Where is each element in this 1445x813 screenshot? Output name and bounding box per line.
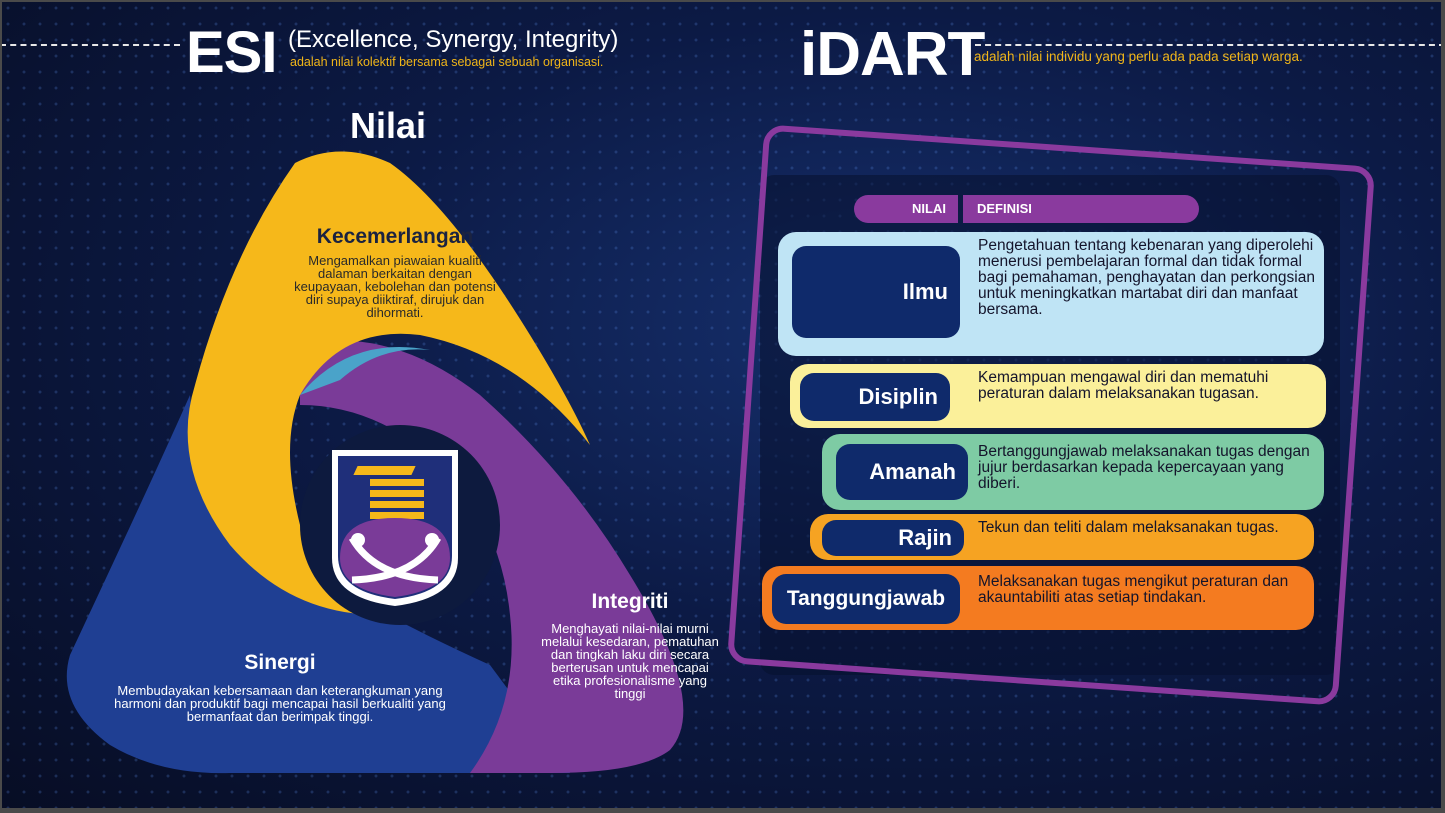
sinergi-text: Membudayakan kebersamaan dan keterangkum… bbox=[114, 683, 446, 724]
row-amanah-name: Amanah bbox=[836, 444, 968, 500]
row-rajin-name: Rajin bbox=[822, 520, 964, 556]
sinergi-title: Sinergi bbox=[244, 651, 316, 674]
accent-swirl bbox=[300, 347, 430, 395]
uitm-logo bbox=[332, 450, 458, 606]
row-amanah-definition: Bertanggungjawab melaksanakan tugas deng… bbox=[978, 443, 1310, 492]
kecemerlangan-title: Kecemerlangan bbox=[316, 225, 474, 248]
row-amanah: Amanah Bertanggungjawab melaksanakan tug… bbox=[822, 434, 1324, 510]
row-ilmu-definition: Pengetahuan tentang kebenaran yang diper… bbox=[978, 237, 1315, 318]
dashed-line-left bbox=[0, 44, 180, 46]
dashed-line-right bbox=[975, 44, 1445, 46]
integriti-segment bbox=[300, 340, 684, 773]
row-tanggungjawab-definition: Melaksanakan tugas mengikut peraturan da… bbox=[978, 573, 1289, 606]
row-disiplin-definition: Kemampuan mengawal diri dan mematuhi per… bbox=[978, 369, 1269, 402]
idart-description: adalah nilai individu yang perlu ada pad… bbox=[974, 49, 1303, 64]
idart-title: iDART bbox=[800, 20, 985, 89]
esi-title: ESI bbox=[186, 20, 277, 85]
integriti-title: Integriti bbox=[591, 590, 669, 613]
esi-description: adalah nilai kolektif bersama sebagai se… bbox=[290, 55, 604, 69]
header-nilai: NILAI bbox=[854, 195, 958, 223]
esi-subtitle: (Excellence, Synergy, Integrity) bbox=[288, 26, 619, 53]
kecemerlangan-segment bbox=[187, 151, 590, 615]
integriti-text: Menghayati nilai-nilai murni melalui kes… bbox=[541, 621, 719, 701]
row-ilmu: Ilmu Pengetahuan tentang kebenaran yang … bbox=[778, 232, 1324, 356]
row-rajin-definition: Tekun dan teliti dalam melaksanakan tuga… bbox=[978, 519, 1279, 536]
row-tanggungjawab-name: Tanggungjawab bbox=[772, 574, 960, 624]
nilai-heading: Nilai bbox=[350, 105, 427, 146]
row-tanggungjawab: Tanggungjawab Melaksanakan tugas mengiku… bbox=[762, 566, 1314, 630]
row-rajin: Rajin Tekun dan teliti dalam melaksanaka… bbox=[810, 514, 1314, 560]
row-disiplin: Disiplin Kemampuan mengawal diri dan mem… bbox=[790, 364, 1326, 428]
row-ilmu-name: Ilmu bbox=[792, 246, 960, 338]
row-disiplin-name: Disiplin bbox=[800, 373, 950, 421]
kecemerlangan-text: Mengamalkan piawaian kualiti dalaman ber… bbox=[294, 253, 496, 320]
header-definisi: DEFINISI bbox=[963, 195, 1199, 223]
